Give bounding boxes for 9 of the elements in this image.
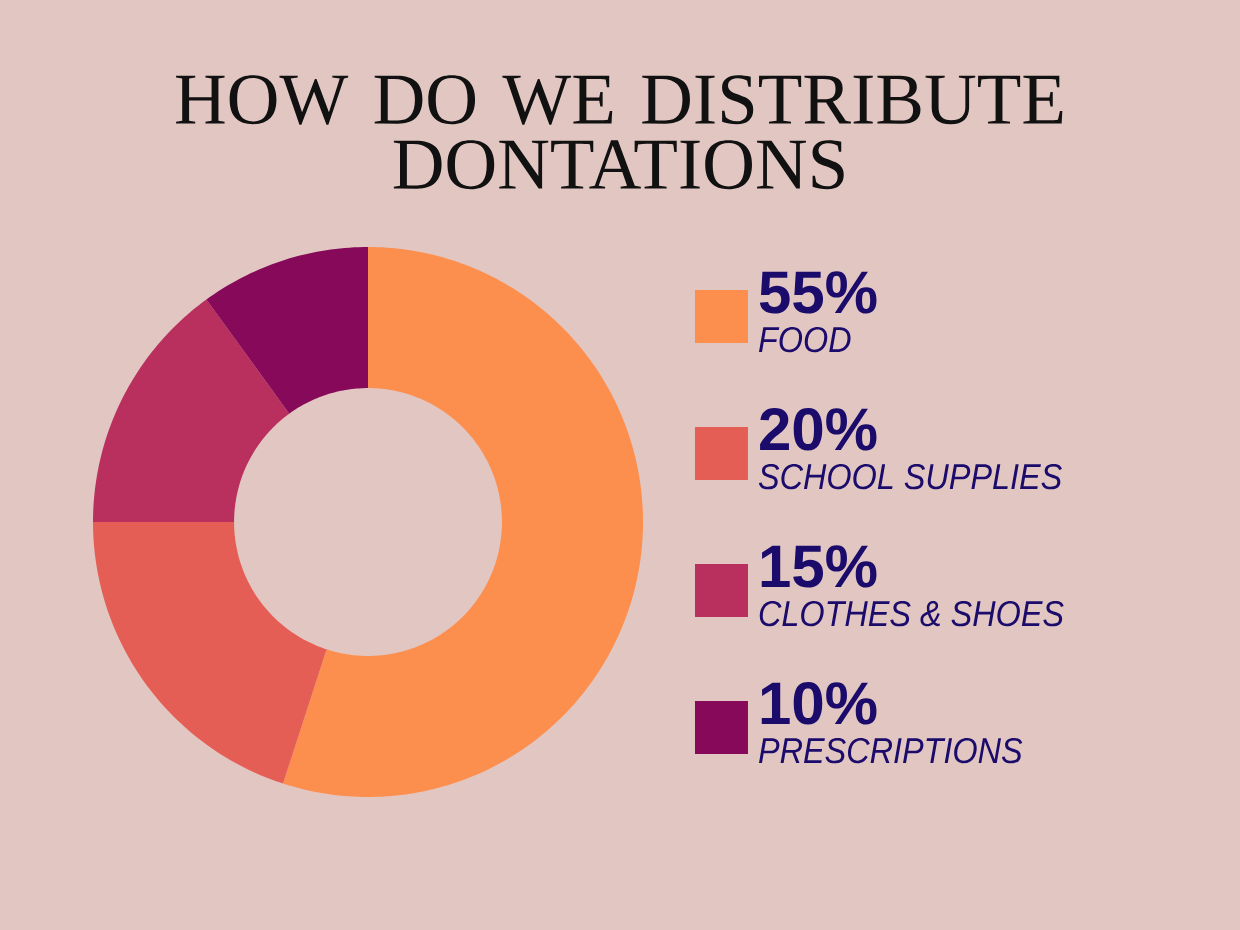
data-label: 15% [761,545,877,588]
chart-title: HOW DO WE DISTRIBUTE DONTATIONS [176,75,1063,190]
data-label: 10% [761,682,877,725]
data-label: 55% [759,271,877,314]
legend-label: PRESCRIPTIONS [758,737,1023,764]
legend-label: FOOD [758,326,851,353]
data-label: 20% [760,408,877,451]
legend-label: SCHOOL SUPPLIES [758,463,1062,490]
legend-label: CLOTHES & SHOES [759,600,1064,627]
